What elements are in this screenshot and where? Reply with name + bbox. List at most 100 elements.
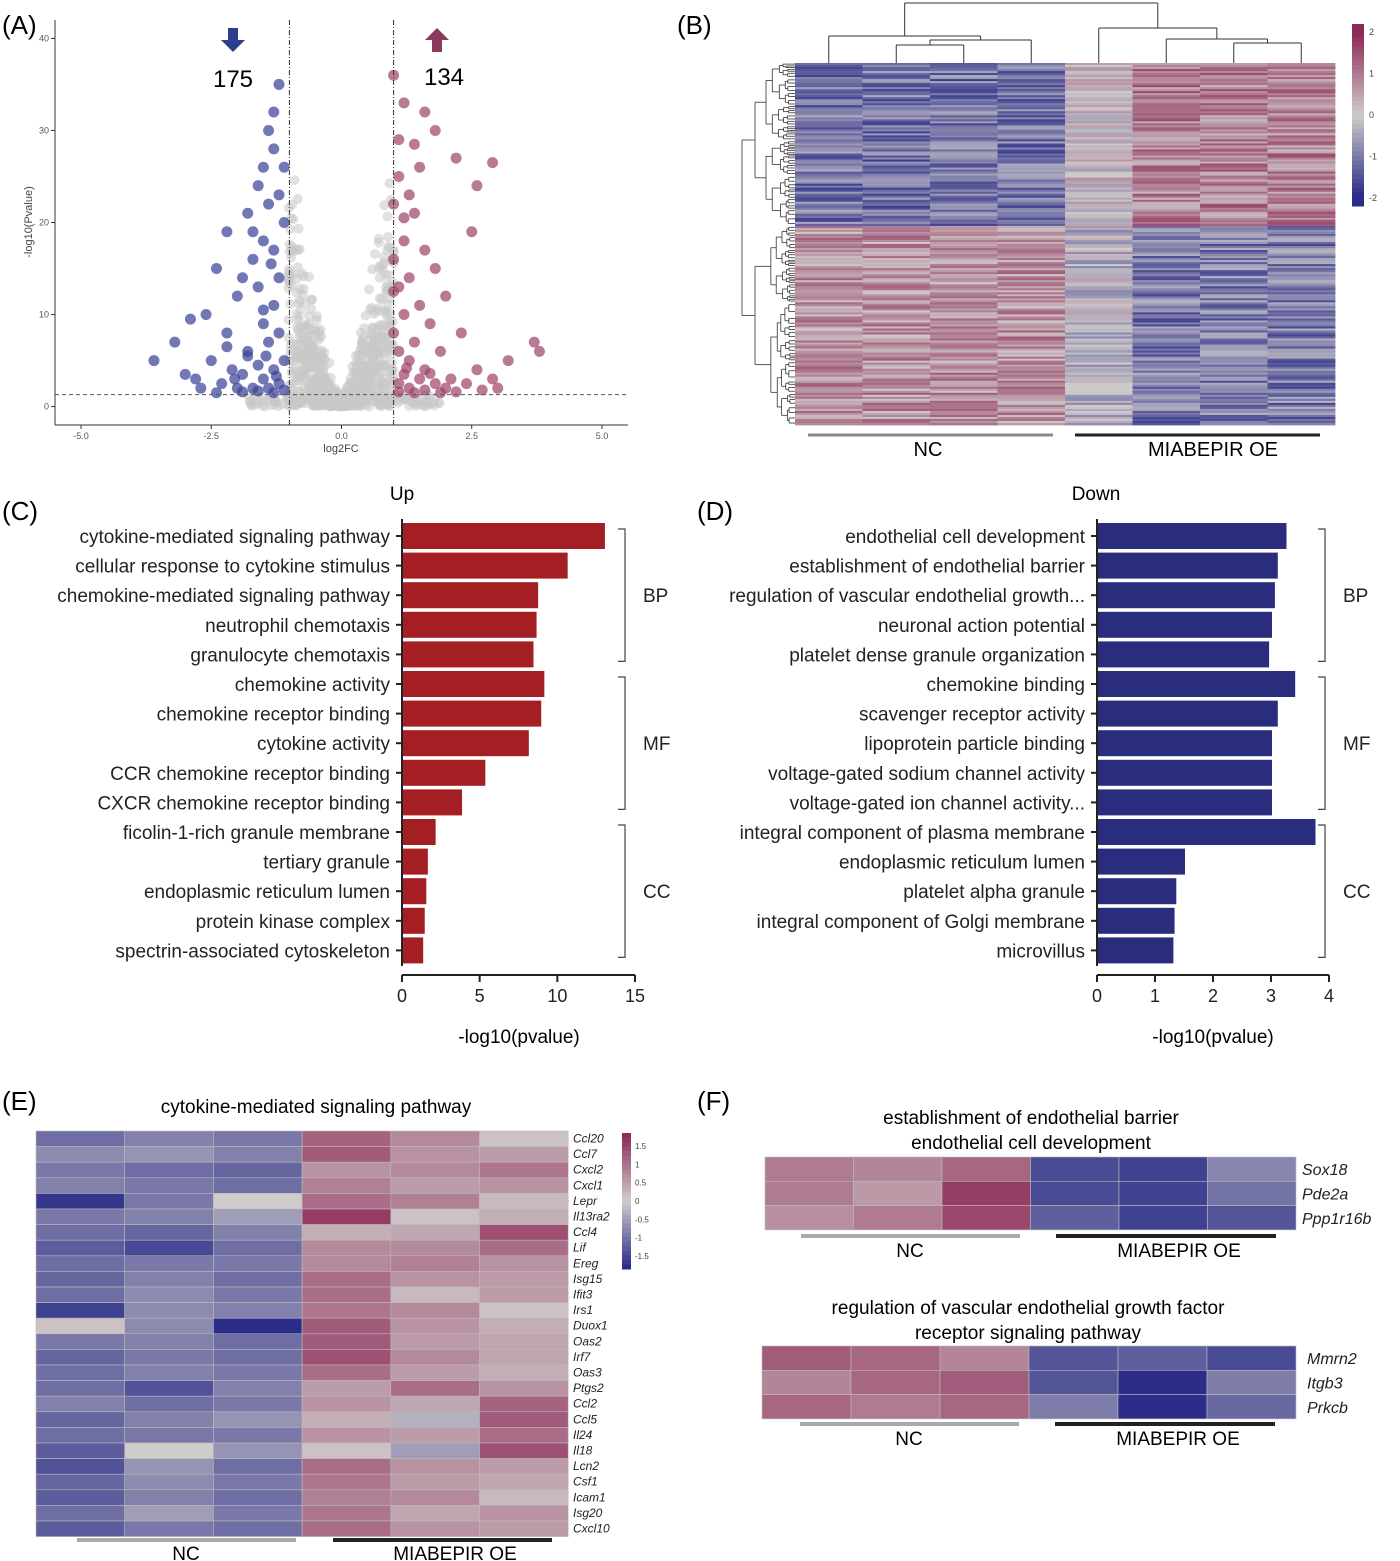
heatmap-cell — [930, 79, 998, 82]
heatmap-cell — [124, 1302, 214, 1319]
ns-point — [286, 252, 297, 263]
heatmap-cell — [1065, 137, 1133, 140]
colorbar-segment — [622, 1264, 631, 1270]
heatmap-cell — [795, 141, 863, 144]
heatmap-cell — [1132, 364, 1201, 368]
heatmap-cell — [862, 121, 931, 124]
colorbar-segment — [1352, 60, 1364, 66]
heatmap-cell — [997, 390, 1066, 394]
heatmap-cell — [479, 1380, 569, 1397]
group-bracket — [618, 676, 626, 810]
ns-point — [375, 305, 386, 316]
f1-group-label-oe: MIABEPIR OE — [1117, 1241, 1241, 1262]
heatmap-cell — [795, 171, 863, 175]
heatmap-cell — [1132, 408, 1201, 412]
heatmap-cell — [795, 370, 863, 374]
cytokine-heatmap: cytokine-mediated signaling pathway Ccl2… — [35, 1097, 649, 1561]
heatmap-cell — [1200, 169, 1268, 172]
heatmap-cell — [1065, 221, 1133, 225]
ns-point — [382, 211, 393, 222]
column-dendrogram — [828, 2, 1302, 63]
heatmap-cell — [1200, 302, 1268, 305]
heatmap-cell — [1132, 107, 1201, 110]
heatmap-cell — [1132, 314, 1201, 317]
heatmap-cell — [862, 270, 931, 273]
heatmap-cell — [301, 1317, 392, 1335]
heatmap-cell — [1267, 211, 1336, 215]
heatmap-cell — [390, 1302, 480, 1319]
heatmap-cell — [795, 147, 863, 150]
heatmap-cell — [997, 326, 1066, 329]
heatmap-cell — [124, 1286, 214, 1303]
heatmap-cell — [761, 1394, 852, 1420]
heatmap-cell — [795, 342, 863, 345]
gene-label: Isg15 — [573, 1272, 603, 1286]
heatmap-cell — [1200, 416, 1268, 420]
heatmap-cell — [1200, 233, 1268, 237]
heatmap-cell — [1200, 175, 1268, 179]
heatmap-cell — [862, 115, 931, 118]
heatmap-cell — [1200, 177, 1268, 181]
heatmap-cell — [930, 219, 998, 223]
heatmap-cell — [997, 149, 1066, 152]
heatmap-cell — [997, 73, 1066, 76]
heatmap-cell — [930, 123, 998, 126]
up-point — [455, 327, 467, 339]
heatmap-cell — [1132, 386, 1201, 390]
heatmap-cell — [301, 1380, 392, 1397]
heatmap-cell — [1267, 125, 1336, 128]
heatmap-cell — [35, 1458, 125, 1475]
heatmap-cell — [862, 137, 931, 140]
heatmap-cell — [1200, 199, 1268, 203]
heatmap-cell — [1065, 225, 1133, 229]
heatmap-cell — [795, 71, 863, 74]
heatmap-cell — [1065, 374, 1133, 378]
heatmap-cell — [862, 123, 931, 126]
colorbar-segment — [1352, 155, 1364, 161]
heatmap-cell — [479, 1224, 569, 1241]
heatmap-cell — [1132, 260, 1201, 263]
heatmap-cell — [1065, 115, 1133, 118]
heatmap-cell — [795, 366, 863, 370]
heatmap-cell — [1267, 266, 1336, 269]
heatmap-cell — [795, 163, 863, 166]
gene-label: Irs1 — [573, 1303, 593, 1317]
heatmap-cell — [930, 85, 998, 88]
heatmap-cell — [795, 127, 863, 130]
colorbar-segment — [622, 1160, 631, 1166]
heatmap-cell — [1200, 165, 1268, 168]
heatmap-cell — [997, 302, 1066, 305]
heatmap-cell — [1065, 69, 1133, 72]
heatmap-cell — [1132, 418, 1201, 422]
heatmap-cell — [1132, 175, 1201, 179]
colorbar-tick: 2 — [1369, 27, 1374, 37]
heatmap-cell — [1065, 125, 1133, 128]
heatmap-cell — [1132, 219, 1201, 223]
heatmap-cell — [1267, 235, 1336, 239]
heatmap-cell — [1267, 258, 1336, 261]
heatmap-cell — [997, 402, 1066, 406]
down-point — [210, 263, 222, 275]
heatmap-cell — [1267, 274, 1336, 277]
heatmap-cell — [1267, 268, 1336, 271]
heatmap-cell — [930, 203, 998, 207]
heatmap-cell — [1200, 418, 1268, 422]
heatmap-cell — [1267, 185, 1336, 189]
heatmap-cell — [862, 169, 931, 172]
heatmap-cell — [1132, 117, 1201, 120]
up-point — [440, 290, 452, 302]
heatmap-cell — [1267, 364, 1336, 368]
heatmap-cell — [1065, 394, 1133, 398]
heatmap-cell — [1267, 362, 1336, 366]
ns-point — [304, 311, 315, 322]
heatmap-cell — [997, 223, 1066, 227]
heatmap-cell — [997, 185, 1066, 189]
heatmap-cell — [795, 185, 863, 189]
heatmap-cell — [1200, 394, 1268, 398]
heatmap-cell — [301, 1286, 392, 1303]
heatmap-cell — [795, 290, 863, 293]
heatmap-cell — [1267, 356, 1336, 360]
heatmap-cell — [930, 155, 998, 158]
heatmap-cell — [1065, 390, 1133, 394]
heatmap-cell — [795, 268, 863, 271]
